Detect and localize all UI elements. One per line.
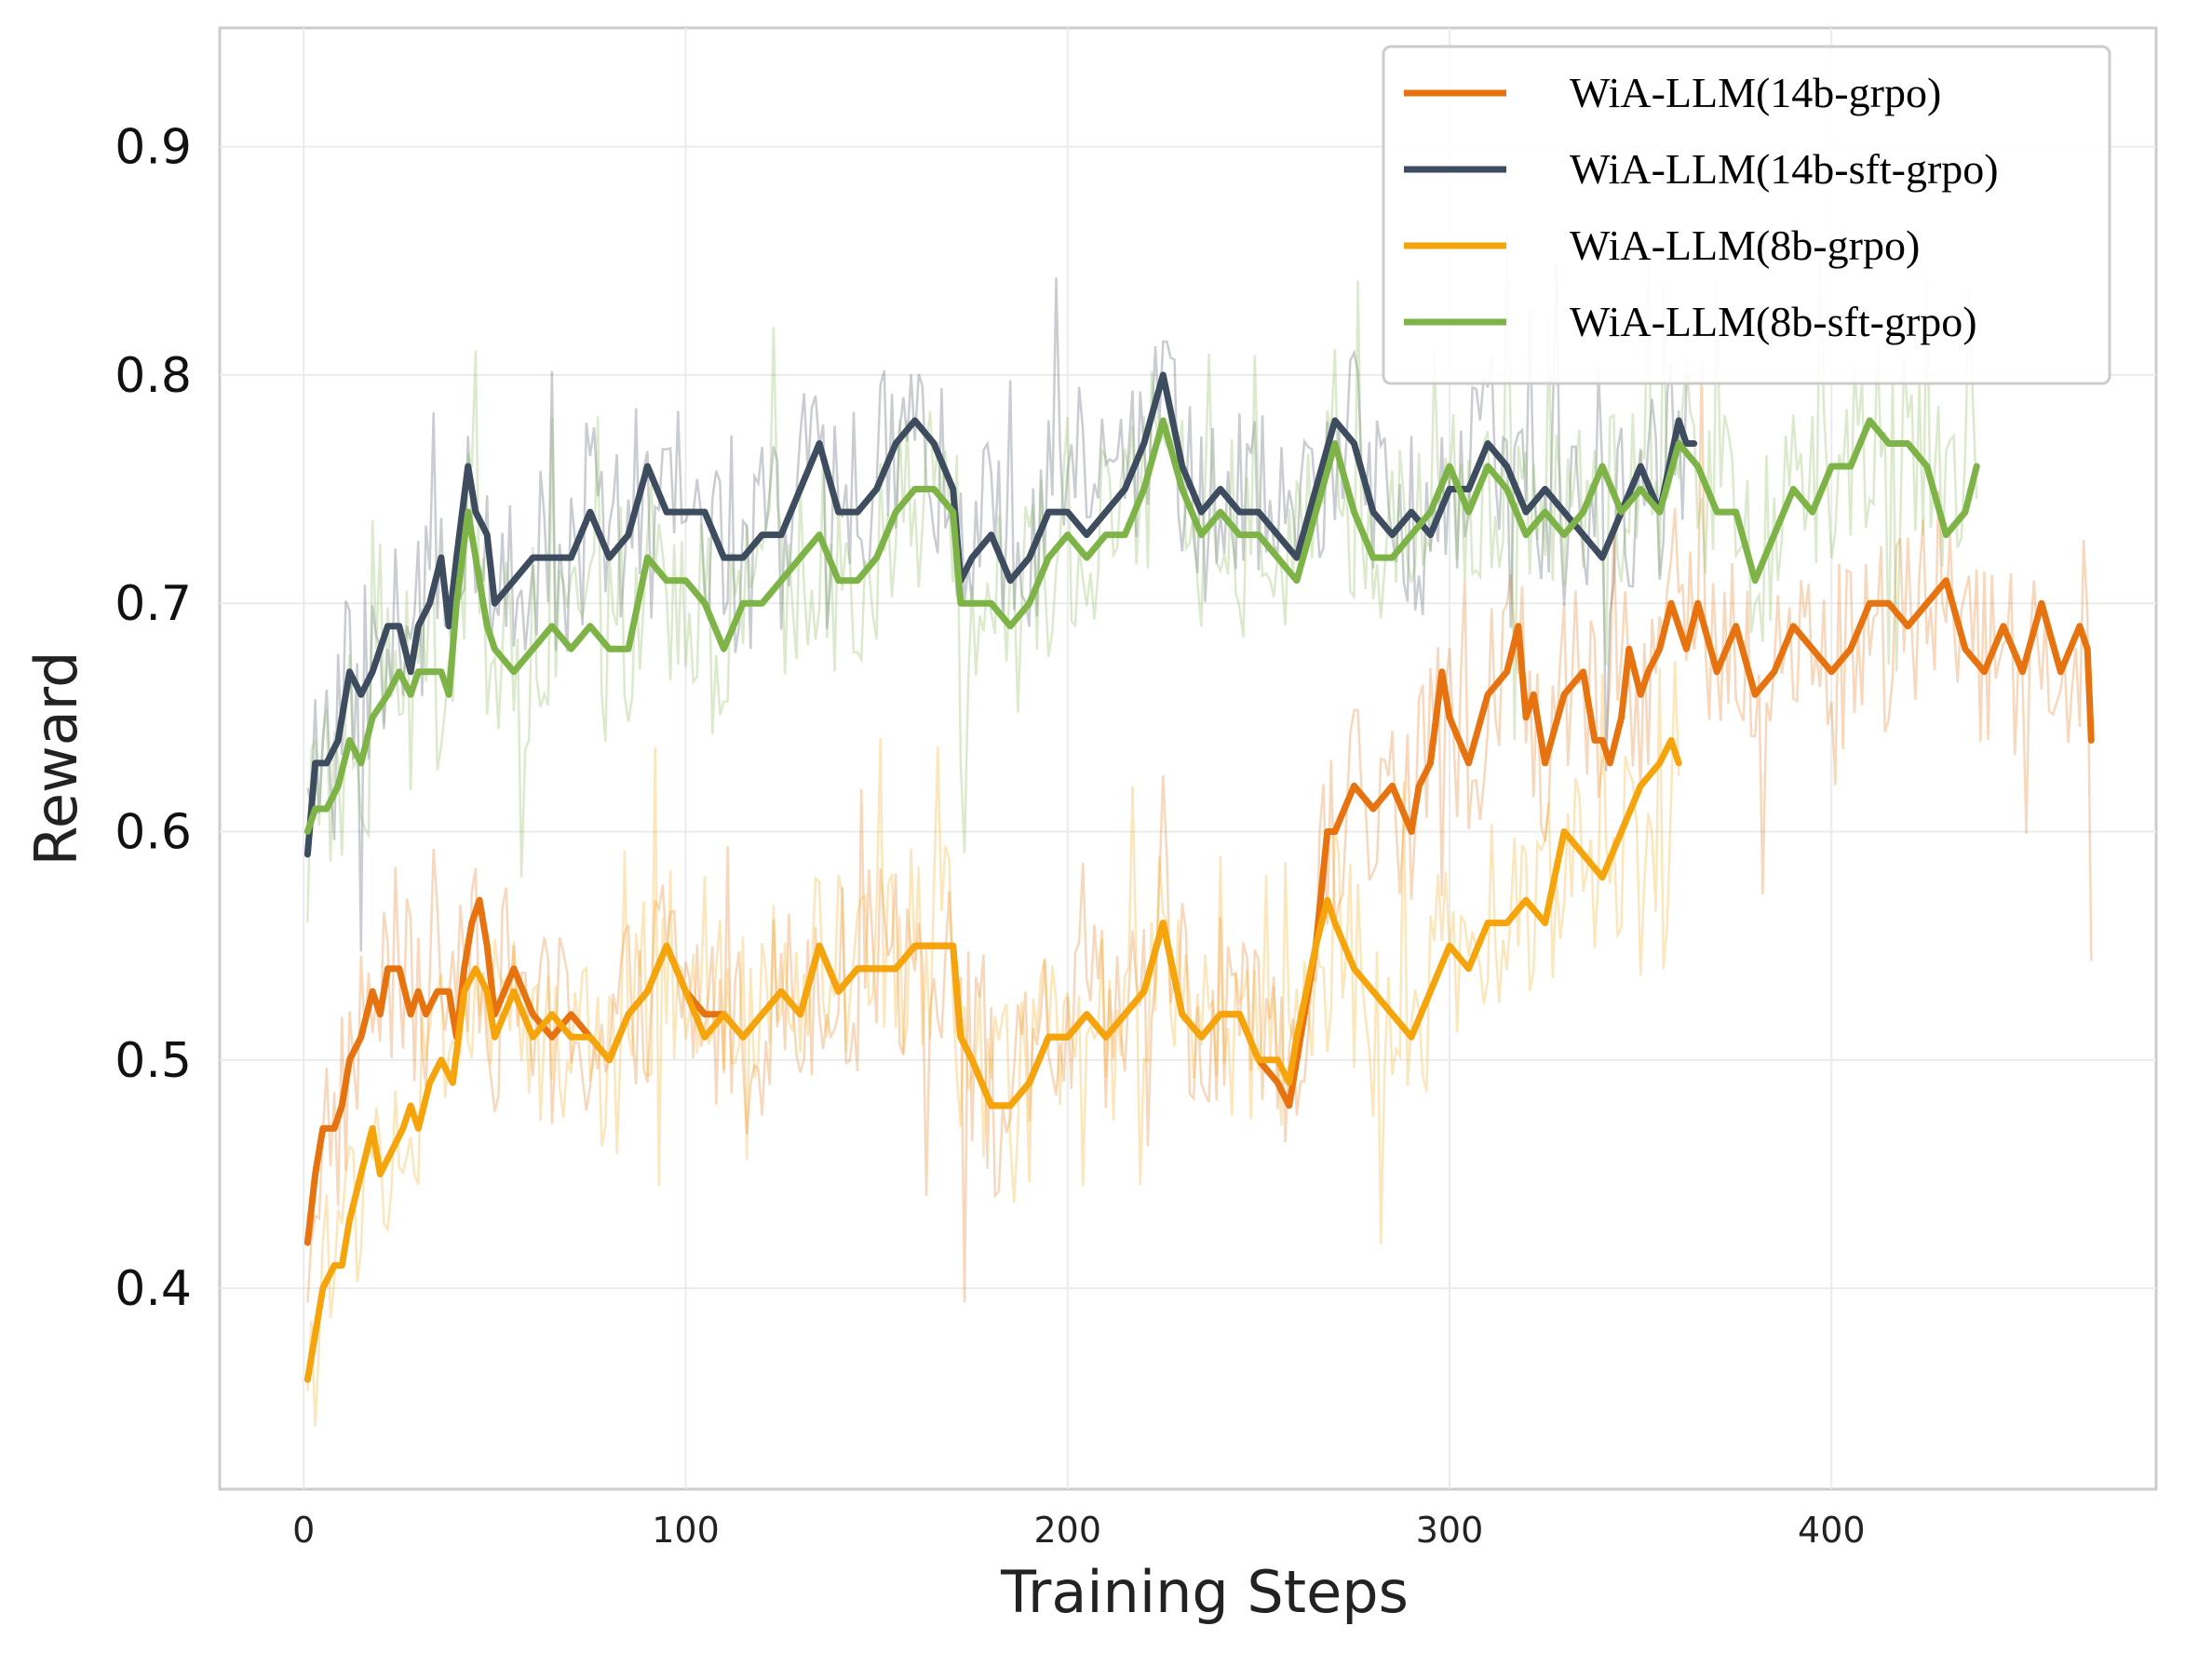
y-tick-label-3: 0.7 [115, 576, 192, 632]
x-axis-ticks: 0 100 200 300 400 [292, 1510, 1865, 1551]
x-tick-label-4: 400 [1798, 1510, 1866, 1551]
series-line-1 [303, 371, 1698, 858]
legend: WiA-LLM(14b-grpo) WiA-LLM(14b-sft-grpo) Wi… [1382, 45, 2111, 385]
x-axis-title: Training Steps [1000, 1558, 1409, 1626]
legend-label-2: WiA-LLM(8b-grpo) [1570, 222, 1920, 269]
series-line-2 [303, 736, 1682, 1383]
x-tick-label-1: 100 [652, 1510, 720, 1551]
y-axis-title: Reward [22, 652, 90, 867]
raw-line-0 [306, 360, 2093, 1303]
legend-box [1382, 45, 2111, 385]
legend-label-0: WiA-LLM(14b-grpo) [1570, 69, 1941, 116]
legend-label-3: WiA-LLM(8b-sft-grpo) [1570, 298, 1977, 345]
y-tick-label-1: 0.5 [115, 1033, 192, 1089]
smoothed-series-layer [303, 371, 2095, 1383]
y-tick-label-4: 0.8 [115, 348, 192, 404]
legend-entries: WiA-LLM(14b-grpo) WiA-LLM(14b-sft-grpo) Wi… [1404, 69, 1999, 345]
x-tick-label-2: 200 [1034, 1510, 1102, 1551]
raw-line-3 [306, 230, 1978, 922]
y-tick-label-0: 0.4 [115, 1261, 192, 1317]
raw-line-1 [306, 264, 1695, 952]
x-tick-label-3: 300 [1416, 1510, 1484, 1551]
x-tick-label-0: 0 [292, 1510, 315, 1551]
y-tick-label-2: 0.6 [115, 805, 192, 861]
y-axis-ticks: 0.4 0.5 0.6 0.7 0.8 0.9 [115, 120, 192, 1318]
series-line-3 [303, 417, 1980, 835]
y-tick-label-5: 0.9 [115, 120, 192, 176]
legend-label-1: WiA-LLM(14b-sft-grpo) [1570, 145, 1999, 193]
